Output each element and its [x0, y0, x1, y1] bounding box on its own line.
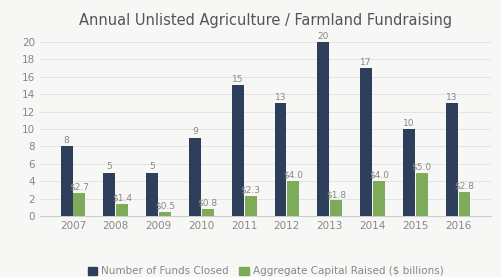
Bar [403, 129, 415, 216]
Bar [275, 103, 287, 216]
Bar [330, 200, 342, 216]
Legend: Number of Funds Closed, Aggregate Capital Raised ($ billions): Number of Funds Closed, Aggregate Capita… [84, 262, 447, 277]
Bar [159, 212, 171, 216]
Bar [146, 173, 158, 216]
Text: 20: 20 [318, 32, 329, 41]
Text: 10: 10 [403, 119, 415, 128]
Text: $0.8: $0.8 [198, 199, 218, 208]
Text: 13: 13 [275, 93, 286, 102]
Text: $4.0: $4.0 [284, 171, 303, 180]
Bar [446, 103, 457, 216]
Bar [416, 173, 428, 216]
Text: $2.7: $2.7 [70, 182, 89, 191]
Text: $0.5: $0.5 [155, 201, 175, 211]
Text: 5: 5 [149, 162, 155, 171]
Bar [189, 138, 201, 216]
Bar [116, 204, 128, 216]
Bar [61, 147, 73, 216]
Bar [458, 192, 470, 216]
Bar [317, 42, 329, 216]
Bar [202, 209, 214, 216]
Text: 17: 17 [360, 58, 372, 67]
Text: 15: 15 [232, 75, 243, 84]
Bar [373, 181, 385, 216]
Title: Annual Unlisted Agriculture / Farmland Fundraising: Annual Unlisted Agriculture / Farmland F… [79, 13, 452, 28]
Text: $1.4: $1.4 [112, 194, 132, 202]
Text: 8: 8 [64, 136, 70, 145]
Text: 9: 9 [192, 127, 198, 136]
Text: $1.8: $1.8 [326, 190, 346, 199]
Text: 13: 13 [446, 93, 457, 102]
Text: $4.0: $4.0 [369, 171, 389, 180]
Bar [232, 86, 243, 216]
Text: $2.8: $2.8 [454, 181, 474, 190]
Text: 5: 5 [107, 162, 112, 171]
Bar [103, 173, 115, 216]
Bar [244, 196, 257, 216]
Bar [288, 181, 299, 216]
Text: $5.0: $5.0 [412, 162, 432, 171]
Bar [360, 68, 372, 216]
Bar [74, 193, 85, 216]
Text: $2.3: $2.3 [240, 186, 261, 195]
